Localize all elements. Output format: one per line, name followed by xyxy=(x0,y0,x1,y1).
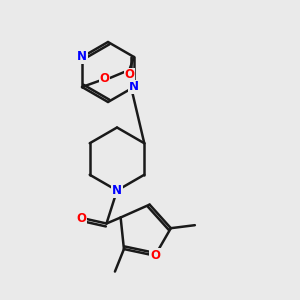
Text: O: O xyxy=(150,249,160,262)
Text: O: O xyxy=(124,68,134,82)
Text: N: N xyxy=(129,80,139,94)
Text: N: N xyxy=(77,50,87,64)
Text: O: O xyxy=(76,212,86,226)
Text: N: N xyxy=(112,184,122,197)
Text: O: O xyxy=(100,71,110,85)
